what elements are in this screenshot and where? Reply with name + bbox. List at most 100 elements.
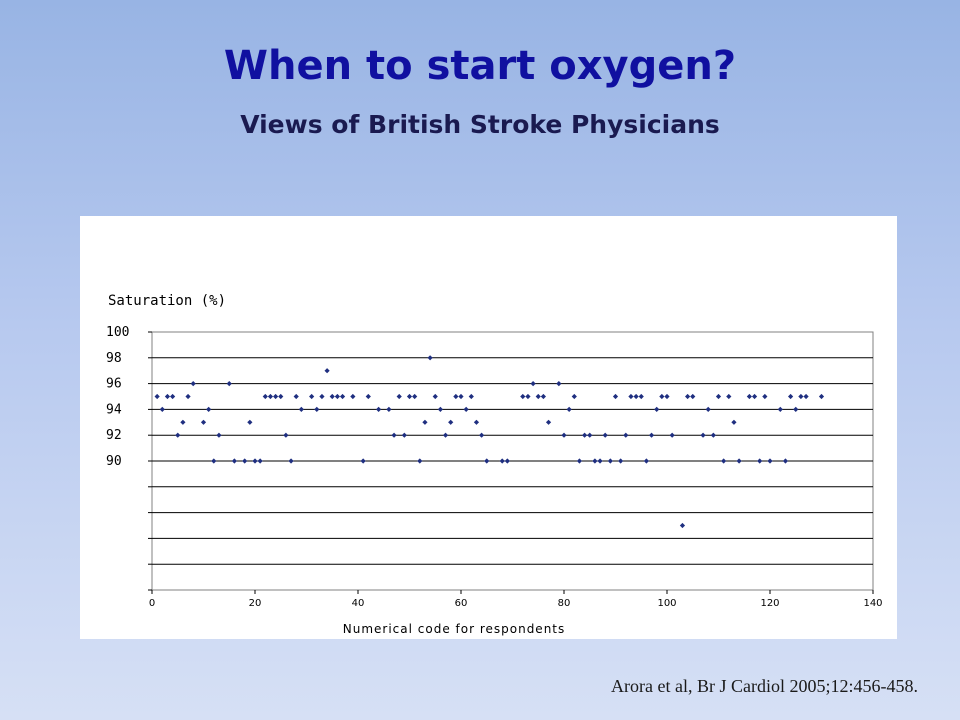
data-point: [448, 419, 454, 425]
data-points: [154, 355, 825, 529]
data-point: [257, 458, 263, 464]
data-point: [592, 458, 598, 464]
data-point: [561, 432, 567, 438]
data-point: [252, 458, 258, 464]
x-tick-label: 100: [657, 598, 676, 609]
y-tick-label: 96: [106, 377, 122, 392]
data-point: [278, 393, 284, 400]
data-point: [700, 432, 706, 438]
data-point: [685, 393, 691, 400]
y-tick-label: 98: [106, 351, 122, 366]
data-point: [525, 393, 531, 400]
data-point: [216, 432, 222, 438]
data-point: [154, 393, 160, 400]
data-point: [319, 393, 325, 400]
data-point: [587, 432, 593, 438]
x-tick-label: 120: [760, 598, 779, 609]
data-point: [200, 419, 207, 425]
data-point: [679, 522, 686, 529]
y-tick-label: 94: [106, 402, 122, 417]
data-point: [803, 393, 809, 400]
gridlines: [152, 357, 873, 565]
data-point: [597, 458, 603, 464]
data-point: [339, 393, 346, 400]
data-point: [520, 393, 526, 400]
data-point: [468, 393, 474, 400]
data-point: [788, 393, 794, 400]
data-point: [726, 393, 732, 400]
slide-subtitle: Views of British Stroke Physicians: [240, 110, 720, 139]
data-point: [484, 458, 490, 464]
data-point: [376, 406, 382, 412]
data-point: [798, 393, 804, 400]
data-point: [329, 393, 335, 400]
data-point: [721, 458, 727, 464]
data-point: [751, 393, 758, 400]
data-point: [412, 393, 418, 400]
data-point: [391, 432, 397, 438]
data-point: [571, 393, 577, 400]
data-point: [628, 393, 634, 400]
data-point: [453, 393, 459, 400]
data-point: [273, 393, 279, 400]
data-point: [633, 393, 639, 400]
data-point: [360, 458, 366, 464]
data-point: [267, 393, 274, 400]
data-point: [334, 393, 340, 400]
data-point: [664, 393, 670, 400]
data-point: [607, 458, 613, 464]
data-point: [458, 393, 464, 400]
data-point: [715, 393, 722, 400]
data-point: [767, 458, 773, 464]
y-tick-label: 90: [106, 454, 122, 469]
data-point: [648, 432, 655, 438]
data-point: [731, 419, 737, 425]
data-point: [556, 381, 562, 387]
data-point: [288, 458, 294, 464]
scatter-chart: 100 98 96 94 92 90 0 20 40 60 80 100 120 140 Saturati…: [106, 293, 883, 636]
data-point: [643, 458, 649, 464]
data-point: [736, 458, 742, 464]
data-point: [782, 458, 789, 464]
y-tick-label: 100: [106, 325, 129, 340]
data-point: [540, 393, 546, 400]
data-point: [417, 458, 423, 464]
y-tick-label: 92: [106, 428, 122, 443]
data-point: [386, 406, 392, 412]
data-point: [545, 419, 552, 425]
x-tick-label: 140: [863, 598, 882, 609]
data-point: [211, 458, 217, 464]
data-point: [757, 458, 763, 464]
data-point: [746, 393, 752, 400]
data-point: [231, 458, 237, 464]
data-point: [262, 393, 268, 400]
data-point: [442, 432, 449, 438]
data-point: [185, 393, 191, 400]
data-point: [164, 393, 171, 400]
data-point: [365, 393, 371, 400]
data-point: [350, 393, 356, 400]
x-tick-label: 20: [249, 598, 262, 609]
data-point: [463, 406, 469, 412]
data-point: [669, 432, 675, 438]
data-point: [479, 432, 485, 438]
x-tick-label: 60: [455, 598, 468, 609]
data-point: [530, 381, 536, 387]
data-point: [602, 432, 608, 438]
axes: 100 98 96 94 92 90 0 20 40 60 80 100 120 140: [106, 325, 883, 609]
data-point: [432, 393, 438, 400]
data-point: [499, 458, 505, 464]
x-tick-label: 0: [149, 598, 155, 609]
chart-panel: 100 98 96 94 92 90 0 20 40 60 80 100 120 140 Saturati…: [80, 216, 897, 639]
data-point: [535, 393, 541, 400]
y-axis-title: Saturation (%): [108, 293, 226, 309]
data-point: [396, 393, 402, 400]
x-tick-label: 80: [558, 598, 571, 609]
data-point: [659, 393, 665, 400]
data-point: [576, 458, 583, 464]
data-point: [309, 393, 315, 400]
data-point: [406, 393, 413, 400]
data-point: [623, 432, 629, 438]
data-point: [618, 458, 624, 464]
data-point: [175, 432, 181, 438]
